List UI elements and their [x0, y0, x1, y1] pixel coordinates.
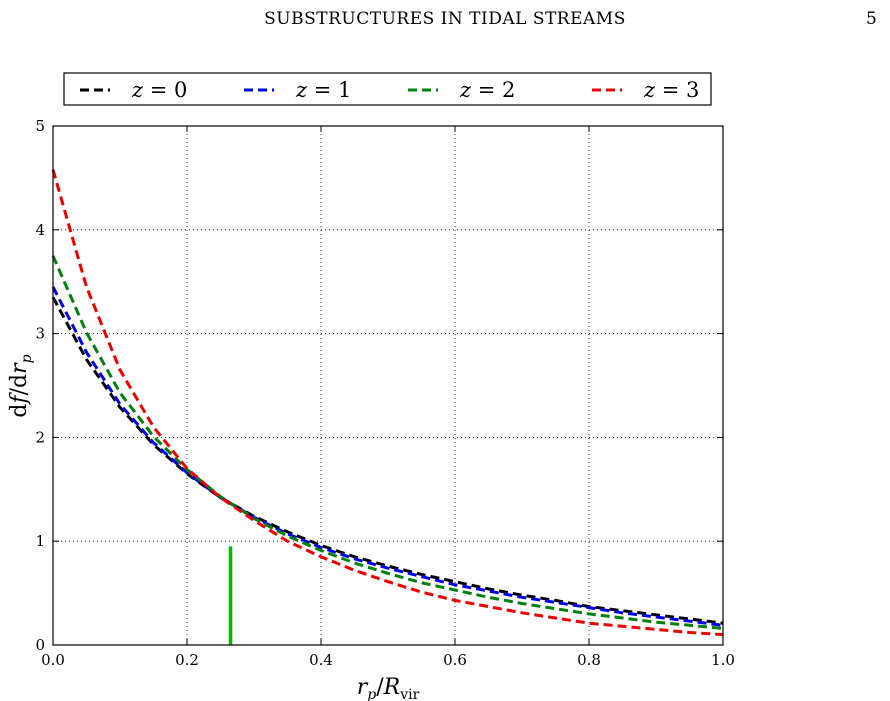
legend-label-z3: z = 3	[643, 78, 699, 102]
x-tick-label: 0.6	[443, 651, 467, 669]
x-tick-label: 0.0	[41, 651, 65, 669]
x-tick-label: 1.0	[711, 651, 735, 669]
legend-label-z0: z = 0	[131, 78, 187, 102]
y-tick-label: 0	[35, 636, 45, 654]
y-label-r-sub: p	[19, 354, 35, 363]
x-axis-label: rp/Rvir	[357, 675, 420, 701]
series-line-z0	[51, 296, 724, 625]
ticks: 0.0 0.2 0.4 0.6 0.8 1.0 0 1 2 3 4 5	[35, 117, 734, 669]
y-tick-label: 2	[35, 428, 45, 446]
plot-frame	[52, 125, 724, 646]
x-label-r: r	[357, 675, 369, 700]
y-axis-label: df/drp	[7, 354, 35, 417]
page-number: 5	[866, 9, 877, 29]
page-header-title: SUBSTRUCTURES IN TIDAL STREAMS	[264, 9, 626, 29]
x-tick-label: 0.2	[175, 651, 199, 669]
x-label-R: R	[383, 675, 401, 700]
y-tick-label: 3	[35, 325, 45, 343]
series-line-z1	[51, 286, 724, 627]
y-label-r: r	[7, 362, 32, 374]
y-label-d: d	[7, 404, 32, 418]
legend-label-z2: z = 2	[459, 78, 515, 102]
y-label-slash: /d	[7, 374, 32, 396]
series-layer	[51, 169, 724, 637]
legend-label-z1: z = 1	[295, 78, 351, 102]
grid	[53, 126, 723, 645]
x-label-r-sub: p	[367, 687, 376, 701]
x-label-slash: /	[376, 675, 384, 700]
series-line-z3	[51, 169, 724, 637]
x-tick-label: 0.4	[309, 651, 333, 669]
y-tick-label: 4	[35, 221, 45, 239]
y-tick-label: 1	[35, 532, 45, 550]
legend-box	[63, 72, 712, 106]
series-line-z2	[51, 255, 724, 630]
x-tick-label: 0.8	[577, 651, 601, 669]
legend: z = 0 z = 1 z = 2 z = 3	[63, 72, 712, 106]
x-label-R-sub: vir	[399, 687, 419, 701]
y-tick-label: 5	[35, 117, 45, 135]
